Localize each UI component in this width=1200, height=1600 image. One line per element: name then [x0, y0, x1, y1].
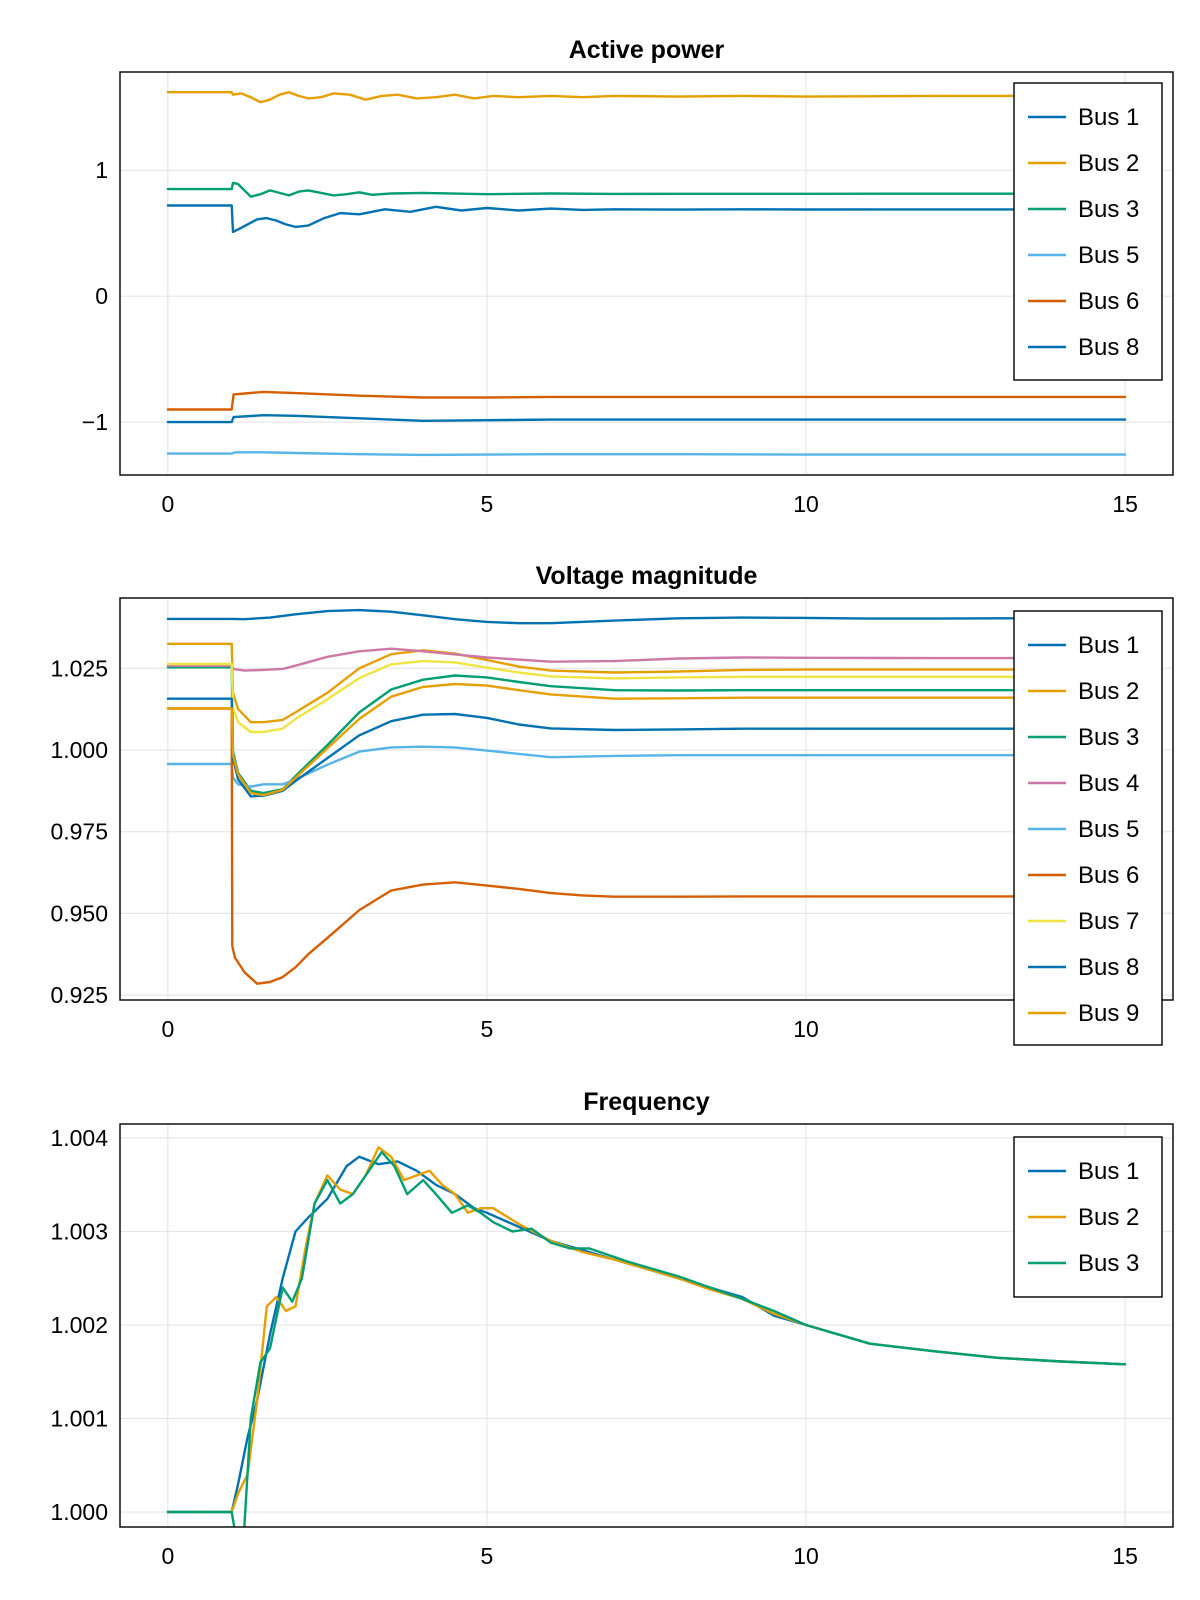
legend: Bus 1 Bus 2 Bus 3 — [1013, 1136, 1163, 1298]
chart-title: Frequency — [583, 1088, 710, 1116]
series-line-bus-3 — [166, 1150, 1127, 1527]
legend-label: Bus 3 — [1078, 196, 1139, 223]
series-line-bus-3 — [166, 181, 1127, 198]
series-group — [166, 1146, 1127, 1527]
plot-frame — [119, 71, 1174, 476]
legend-label: Bus 2 — [1078, 678, 1139, 705]
series-line-bus-1 — [166, 608, 1127, 625]
series-line-bus-8 — [166, 414, 1127, 424]
legend-label: Bus 6 — [1078, 288, 1139, 315]
series-line-bus-8 — [166, 697, 1127, 798]
series-group — [166, 608, 1127, 985]
x-tick-label: 15 — [1112, 1543, 1138, 1569]
y-tick-label: 1.000 — [50, 1499, 108, 1525]
legend-label: Bus 3 — [1078, 1250, 1139, 1277]
legend-label: Bus 2 — [1078, 1204, 1139, 1231]
legend-label: Bus 3 — [1078, 724, 1139, 751]
legend-label: Bus 4 — [1078, 770, 1139, 797]
y-tick-label: 0.925 — [50, 982, 108, 1008]
series-line-bus-2 — [166, 91, 1127, 104]
plot-frame — [119, 1123, 1174, 1528]
legend-box — [1013, 82, 1163, 381]
series-line-bus-5 — [166, 451, 1127, 457]
series-line-bus-5 — [166, 745, 1127, 788]
y-tick-label: −1 — [82, 409, 108, 435]
chart-title: Voltage magnitude — [536, 562, 758, 590]
series-group — [166, 91, 1127, 457]
legend-label: Bus 6 — [1078, 862, 1139, 889]
legend-label: Bus 1 — [1078, 632, 1139, 659]
legend-label: Bus 8 — [1078, 954, 1139, 981]
legend-label: Bus 5 — [1078, 242, 1139, 269]
legend-label: Bus 1 — [1078, 1158, 1139, 1185]
y-tick-label: 1.001 — [50, 1406, 108, 1432]
x-tick-label: 10 — [793, 491, 819, 517]
legend: Bus 1 Bus 2 Bus 3 Bus 4 Bus 5 Bus 6 Bus 7 Bus 8… — [1013, 610, 1163, 1046]
chart-panel-2: Frequency 0 5 10 15 1.000 1.001 1.002 1.003 1.004… — [50, 1088, 1174, 1569]
series-line-bus-6 — [166, 707, 1127, 985]
x-tick-label: 15 — [1112, 491, 1138, 517]
plot-frame — [119, 597, 1174, 1001]
legend: Bus 1 Bus 2 Bus 3 Bus 5 Bus 6 Bus 8 — [1013, 82, 1163, 381]
chart-title: Active power — [569, 36, 725, 64]
series-line-bus-1 — [166, 204, 1127, 234]
legend-label: Bus 1 — [1078, 104, 1139, 131]
x-tick-label: 10 — [793, 1016, 819, 1042]
series-line-bus-2 — [166, 1146, 1127, 1514]
x-tick-label: 5 — [481, 491, 494, 517]
x-tick-label: 5 — [481, 1543, 494, 1569]
y-tick-label: 0 — [95, 283, 108, 309]
x-tick-label: 0 — [161, 1543, 174, 1569]
y-tick-label: 1.000 — [50, 737, 108, 763]
series-line-bus-4 — [166, 647, 1127, 672]
legend-label: Bus 8 — [1078, 334, 1139, 361]
y-tick-label: 1.004 — [50, 1125, 108, 1151]
y-tick-label: 1 — [95, 157, 108, 183]
legend-label: Bus 7 — [1078, 908, 1139, 935]
y-tick-label: 1.002 — [50, 1312, 108, 1338]
y-tick-label: 1.025 — [50, 655, 108, 681]
x-tick-label: 0 — [161, 1016, 174, 1042]
legend-label: Bus 2 — [1078, 150, 1139, 177]
x-tick-label: 10 — [793, 1543, 819, 1569]
series-line-bus-9 — [166, 682, 1127, 797]
y-tick-label: 0.950 — [50, 900, 108, 926]
legend-label: Bus 5 — [1078, 816, 1139, 843]
y-tick-label: 1.003 — [50, 1219, 108, 1245]
series-line-bus-1 — [166, 1155, 1127, 1514]
series-line-bus-6 — [166, 390, 1127, 411]
x-tick-label: 0 — [161, 491, 174, 517]
series-line-bus-7 — [166, 659, 1127, 734]
series-line-bus-2 — [166, 642, 1127, 724]
chart-panel-1: Voltage magnitude 0 5 10 0.925 0.950 0.975 1.00… — [50, 562, 1174, 1046]
legend-label: Bus 9 — [1078, 1000, 1139, 1027]
y-tick-label: 0.975 — [50, 819, 108, 845]
x-tick-label: 5 — [481, 1016, 494, 1042]
